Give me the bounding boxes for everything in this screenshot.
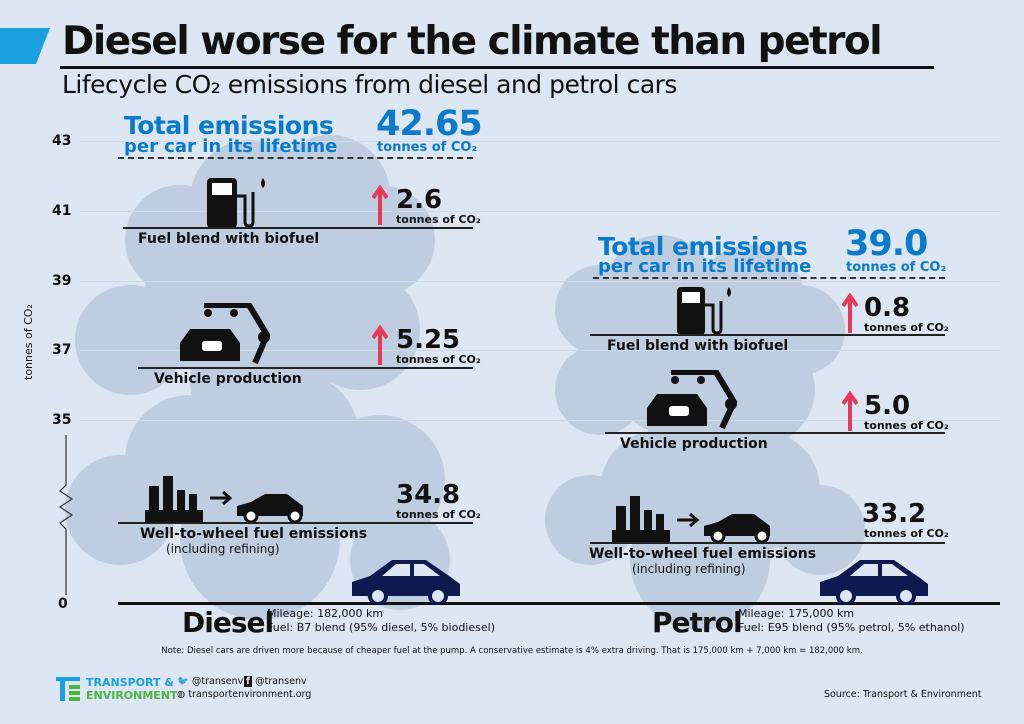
twitter-icon: 🐦 — [177, 676, 189, 687]
fuel-pump-icon — [677, 287, 731, 335]
up-arrow-icon — [372, 325, 388, 365]
petrol-total-unit: tonnes of CO₂ — [846, 260, 947, 275]
diesel-wtw-label: Well-to-wheel fuel emissions — [140, 526, 368, 542]
te-logo-icon — [56, 677, 80, 701]
petrol-wtw-unit: tonnes of CO₂ — [864, 527, 949, 540]
petrol-wtw-line — [590, 542, 945, 544]
y-tick: 0 — [58, 596, 68, 612]
gridline — [80, 350, 1000, 351]
refinery-to-car-icon — [145, 476, 303, 522]
gridline — [80, 281, 1000, 282]
up-arrow-icon — [372, 185, 388, 225]
logo-text-environment: ENVIRONMENT — [86, 689, 178, 702]
diesel-clouds — [65, 135, 450, 620]
petrol-vehicle-value: 5.0 — [864, 391, 911, 421]
facebook-icon: f — [244, 676, 253, 687]
title-rule — [60, 66, 934, 69]
petrol-total-line — [593, 277, 945, 279]
petrol-wtw-label: Well-to-wheel fuel emissions — [589, 546, 817, 562]
petrol-wtw-sublabel: (including refining) — [632, 562, 746, 576]
page-subtitle: Lifecycle CO₂ emissions from diesel and … — [62, 70, 677, 99]
twitter-link[interactable]: 🐦 @transenv — [177, 676, 243, 687]
axis-break-icon — [58, 435, 74, 595]
y-tick: 43 — [52, 133, 72, 149]
diesel-vehicle-line — [138, 367, 473, 369]
petrol-fuel-value: 0.8 — [864, 293, 911, 323]
vehicle-production-icon — [647, 370, 738, 430]
diesel-total-label: Total emissions — [124, 111, 334, 140]
diesel-total-line — [118, 157, 473, 159]
refinery-to-car-icon — [612, 496, 770, 542]
diesel-label: Diesel — [182, 606, 274, 639]
petrol-vehicle-line — [605, 432, 945, 434]
diesel-total-value: 42.65 — [376, 104, 483, 144]
petrol-fuel-line — [590, 334, 945, 336]
y-tick: 41 — [52, 203, 72, 219]
logo-text-transport: TRANSPORT & — [86, 676, 174, 689]
page-title: Diesel worse for the climate than petrol — [62, 19, 883, 64]
petrol-vehicle-label: Vehicle production — [620, 436, 768, 452]
y-tick: 35 — [52, 412, 72, 428]
petrol-total-label: Total emissions — [598, 232, 808, 261]
diesel-wtw-unit: tonnes of CO₂ — [396, 508, 481, 521]
diesel-fuel-label: Fuel blend with biofuel — [138, 231, 320, 247]
petrol-vehicle-unit: tonnes of CO₂ — [864, 419, 949, 432]
website-link[interactable]: ◍ transportenvironment.org — [177, 689, 311, 700]
petrol-car-icon — [820, 560, 928, 604]
source-text: Source: Transport & Environment — [824, 689, 982, 700]
diesel-fuel-value: 2.6 — [396, 185, 443, 215]
facebook-link[interactable]: f @transenv — [244, 676, 307, 687]
vehicle-production-icon — [180, 303, 271, 365]
petrol-fuel-label: Fuel blend with biofuel — [607, 338, 789, 354]
facebook-handle: @transenv — [255, 676, 307, 687]
diesel-vehicle-label: Vehicle production — [154, 371, 302, 387]
gridline — [80, 141, 1000, 142]
fuel-pump-icon — [207, 178, 265, 228]
diesel-wtw-value: 34.8 — [396, 480, 461, 510]
diesel-vehicle-value: 5.25 — [396, 325, 461, 355]
x-axis-baseline — [118, 602, 1000, 605]
gridline — [80, 420, 1000, 421]
petrol-total-sublabel: per car in its lifetime — [598, 256, 812, 277]
diesel-wtw-sublabel: (including refining) — [166, 542, 280, 556]
diesel-total-unit: tonnes of CO₂ — [377, 140, 478, 155]
petrol-fuel-type: Fuel: E95 blend (95% petrol, 5% ethanol) — [738, 621, 965, 634]
y-tick: 39 — [52, 273, 72, 289]
petrol-wtw-value: 33.2 — [862, 499, 927, 529]
gridline — [80, 211, 1000, 212]
diesel-car-icon — [352, 560, 460, 604]
diesel-fuel-unit: tonnes of CO₂ — [396, 213, 481, 226]
diesel-total-sublabel: per car in its lifetime — [124, 136, 338, 157]
corner-flag — [0, 28, 50, 64]
petrol-mileage: Mileage: 175,000 km — [738, 607, 855, 620]
twitter-handle: @transenv — [191, 676, 244, 687]
diesel-vehicle-unit: tonnes of CO₂ — [396, 353, 481, 366]
globe-icon: ◍ — [177, 689, 186, 700]
petrol-fuel-unit: tonnes of CO₂ — [864, 321, 949, 334]
footnote: Note: Diesel cars are driven more becaus… — [161, 646, 863, 656]
diesel-wtw-line — [118, 522, 473, 524]
up-arrow-icon — [842, 293, 858, 333]
website-url: transportenvironment.org — [188, 689, 312, 700]
petrol-total-value: 39.0 — [845, 224, 928, 264]
petrol-label: Petrol — [652, 606, 743, 639]
diesel-fuel-line — [123, 227, 473, 229]
up-arrow-icon — [842, 391, 858, 431]
y-tick: 37 — [52, 342, 72, 358]
diesel-fuel-type: Fuel: B7 blend (95% diesel, 5% biodiesel… — [267, 621, 495, 634]
diesel-mileage: Mileage: 182,000 km — [267, 607, 384, 620]
y-axis-label: tonnes of CO₂ — [22, 304, 35, 380]
